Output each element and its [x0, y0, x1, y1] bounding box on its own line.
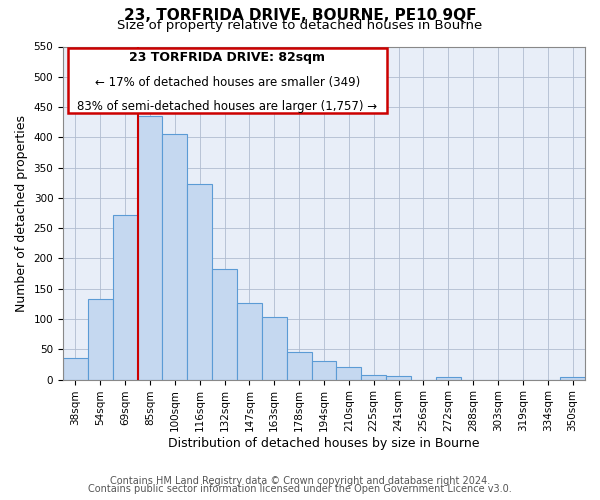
Bar — [187, 184, 212, 380]
Bar — [113, 215, 137, 380]
Bar — [137, 116, 163, 380]
Bar — [88, 299, 113, 380]
Text: Size of property relative to detached houses in Bourne: Size of property relative to detached ho… — [118, 18, 482, 32]
Bar — [163, 134, 187, 380]
Bar — [237, 304, 262, 380]
Bar — [287, 352, 311, 380]
Bar — [386, 376, 411, 380]
Text: 23, TORFRIDA DRIVE, BOURNE, PE10 9QF: 23, TORFRIDA DRIVE, BOURNE, PE10 9QF — [124, 8, 476, 22]
Bar — [436, 376, 461, 380]
Y-axis label: Number of detached properties: Number of detached properties — [15, 114, 28, 312]
Text: 23 TORFRIDA DRIVE: 82sqm: 23 TORFRIDA DRIVE: 82sqm — [130, 52, 325, 64]
Text: Contains public sector information licensed under the Open Government Licence v3: Contains public sector information licen… — [88, 484, 512, 494]
Bar — [212, 270, 237, 380]
Bar — [63, 358, 88, 380]
Bar — [361, 375, 386, 380]
Bar — [337, 368, 361, 380]
Text: ← 17% of detached houses are smaller (349): ← 17% of detached houses are smaller (34… — [95, 76, 360, 90]
Bar — [262, 317, 287, 380]
Text: 83% of semi-detached houses are larger (1,757) →: 83% of semi-detached houses are larger (… — [77, 100, 377, 113]
Bar — [560, 376, 585, 380]
Bar — [311, 362, 337, 380]
Text: Contains HM Land Registry data © Crown copyright and database right 2024.: Contains HM Land Registry data © Crown c… — [110, 476, 490, 486]
FancyBboxPatch shape — [68, 48, 386, 113]
X-axis label: Distribution of detached houses by size in Bourne: Distribution of detached houses by size … — [168, 437, 480, 450]
